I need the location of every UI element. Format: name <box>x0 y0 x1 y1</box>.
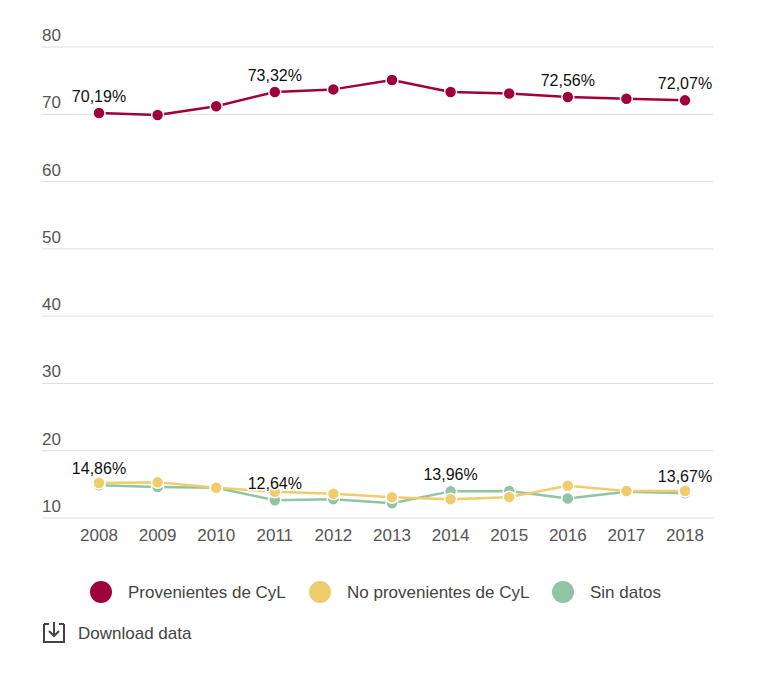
x-tick-label: 2011 <box>257 526 294 545</box>
data-label: 73,32% <box>248 67 302 84</box>
y-tick-label: 10 <box>42 497 61 516</box>
y-tick-label: 20 <box>42 430 61 449</box>
point <box>327 83 339 95</box>
x-tick-label: 2014 <box>432 526 470 545</box>
point <box>620 486 632 498</box>
point <box>386 74 398 86</box>
point <box>210 482 222 494</box>
plot-area <box>93 74 691 509</box>
x-tick-label: 2017 <box>607 526 645 545</box>
y-tick-label: 50 <box>42 228 61 247</box>
grid-line <box>42 181 713 182</box>
point <box>503 491 515 503</box>
point <box>93 107 105 119</box>
point <box>562 492 574 504</box>
chart: 10 20 30 40 50 60 70 80 2008 2009 2010 2011 2012 2013… <box>0 0 770 675</box>
legend-marker <box>90 581 112 603</box>
grid-line <box>42 518 713 519</box>
point <box>503 87 515 99</box>
download-link[interactable]: Download data <box>44 622 192 643</box>
point <box>679 94 691 106</box>
y-tick-label: 40 <box>42 295 61 314</box>
point <box>93 477 105 489</box>
data-label: 13,96% <box>423 466 477 483</box>
point <box>152 476 164 488</box>
data-label: 14,86% <box>72 460 126 477</box>
x-tick-label: 2012 <box>314 526 352 545</box>
point <box>445 493 457 505</box>
point <box>386 491 398 503</box>
grid-line <box>42 316 713 317</box>
data-label: 72,56% <box>541 72 595 89</box>
x-tick-label: 2008 <box>80 526 118 545</box>
x-tick-label: 2010 <box>197 526 235 545</box>
point <box>679 485 691 497</box>
legend: Provenientes de CyL No provenientes de Cy… <box>90 581 661 603</box>
legend-marker <box>309 581 331 603</box>
x-tick-label: 2009 <box>139 526 177 545</box>
x-tick-label: 2016 <box>549 526 587 545</box>
point <box>445 86 457 98</box>
grid-line <box>42 248 713 249</box>
point <box>562 480 574 492</box>
download-label[interactable]: Download data <box>78 624 192 643</box>
grid-line <box>42 450 713 451</box>
y-tick-label: 80 <box>42 26 61 45</box>
point <box>269 86 281 98</box>
y-tick-label: 30 <box>42 362 61 381</box>
legend-label: Sin datos <box>590 583 661 602</box>
x-tick-label: 2015 <box>490 526 528 545</box>
point <box>327 488 339 500</box>
point <box>210 482 222 494</box>
data-label: 13,67% <box>658 468 712 485</box>
point <box>620 485 632 497</box>
legend-label: Provenientes de CyL <box>128 583 286 602</box>
grid-line <box>42 47 713 48</box>
download-icon <box>44 622 64 642</box>
legend-marker <box>552 581 574 603</box>
legend-label: No provenientes de CyL <box>347 583 529 602</box>
data-labels: 70,19% 73,32% 72,56% 72,07% 14,86% 12,64% 13,9… <box>72 67 712 492</box>
point <box>562 91 574 103</box>
point <box>210 100 222 112</box>
data-label: 70,19% <box>72 88 126 105</box>
y-tick-label: 60 <box>42 161 61 180</box>
y-tick-label: 70 <box>42 93 61 112</box>
data-label: 72,07% <box>658 75 712 92</box>
x-tick-label: 2018 <box>666 526 704 545</box>
point <box>152 109 164 121</box>
x-tick-label: 2013 <box>373 526 411 545</box>
point <box>620 93 632 105</box>
data-label: 12,64% <box>248 475 302 492</box>
grid-line <box>42 383 713 384</box>
